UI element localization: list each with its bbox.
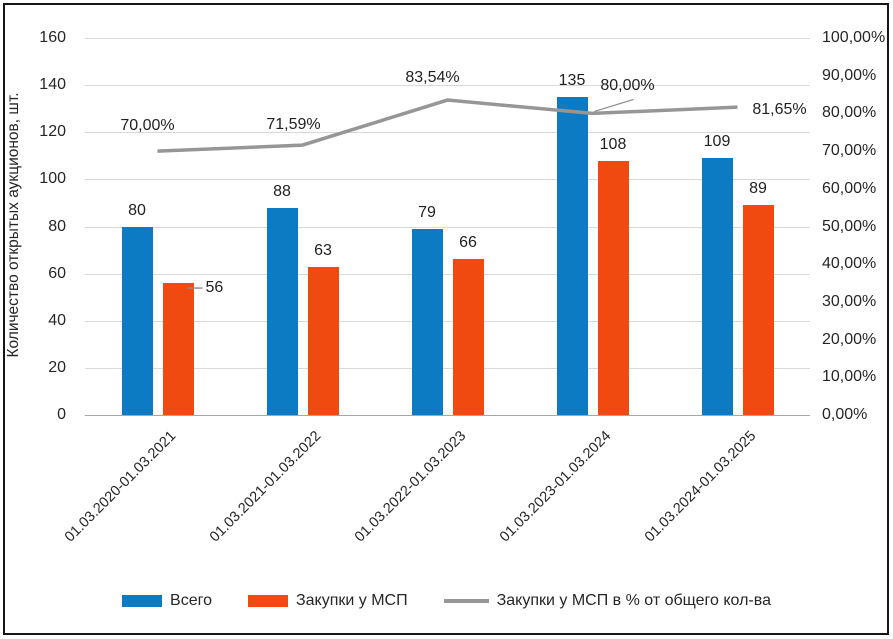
- legend-swatch-total: [122, 595, 163, 607]
- bar-value-label: 88: [273, 182, 291, 200]
- left-axis-tick-label: 160: [39, 29, 66, 46]
- legend: Всего Закупки у МСП Закупки у МСП в % от…: [0, 592, 893, 610]
- bar-value-label: 135: [558, 71, 586, 89]
- right-axis-tick-label: 0,00%: [822, 406, 868, 423]
- right-axis-tick-label: 100,00%: [822, 29, 886, 46]
- legend-label-msp: Закупки у МСП: [295, 592, 408, 609]
- right-axis-tick-label: 90,00%: [822, 66, 877, 84]
- bar-value-label: 66: [459, 234, 477, 252]
- right-axis-tick-label: 80,00%: [822, 104, 877, 122]
- bar-total: [121, 226, 153, 415]
- percentage-value-label: 70,00%: [120, 117, 175, 135]
- left-axis-tick-label: 60: [48, 264, 66, 282]
- percentage-value-label: 81,65%: [752, 101, 807, 119]
- right-axis-tick-label: 40,00%: [822, 255, 877, 273]
- bar-value-label: 89: [749, 180, 767, 198]
- gridline: [85, 179, 810, 181]
- gridline: [85, 320, 810, 322]
- bar-value-label: 109: [703, 133, 731, 151]
- left-axis-tick-label: 0: [57, 406, 66, 423]
- bar-msp: [452, 259, 484, 415]
- right-axis-tick-label: 70,00%: [822, 142, 877, 160]
- gridline: [85, 132, 810, 134]
- left-axis-tick-label: 120: [39, 123, 66, 141]
- bar-msp: [597, 160, 629, 415]
- x-axis-line: [85, 415, 810, 416]
- bar-total: [701, 158, 733, 415]
- right-axis-tick-label: 10,00%: [822, 368, 877, 386]
- gridline: [85, 38, 810, 39]
- legend-swatch-msp: [247, 595, 288, 607]
- legend-item-msp: Закупки у МСП: [247, 592, 408, 610]
- right-axis-tick-label: 60,00%: [822, 179, 877, 197]
- left-axis-tick-label: 80: [48, 217, 66, 235]
- right-axis-tick-label: 20,00%: [822, 330, 877, 348]
- legend-item-total: Всего: [122, 592, 212, 610]
- percentage-line: [157, 98, 738, 153]
- bar-total: [266, 207, 298, 415]
- gridline: [85, 226, 810, 228]
- percentage-value-label: 71,59%: [266, 116, 321, 134]
- bar-value-label: 63: [314, 241, 332, 259]
- bar-msp: [162, 283, 194, 415]
- percentage-value-label: 80,00%: [600, 77, 655, 95]
- bar-msp: [742, 205, 774, 415]
- gridline: [85, 85, 810, 87]
- bar-total: [411, 228, 443, 415]
- legend-line-swatch-percent: [443, 599, 489, 603]
- bar-value-label: 108: [599, 135, 627, 153]
- left-axis-tick-label: 40: [48, 311, 66, 329]
- label-leader-line: [594, 98, 634, 112]
- bar-value-label: 80: [128, 201, 146, 219]
- left-axis-tick-label: 20: [48, 358, 66, 376]
- bar-total: [556, 96, 588, 415]
- bar-msp: [307, 266, 339, 415]
- percentage-value-label: 83,54%: [405, 69, 460, 87]
- left-axis-tick-label: 140: [39, 76, 66, 94]
- gridline: [85, 273, 810, 275]
- bar-value-label: 79: [418, 203, 436, 221]
- right-axis-tick-label: 50,00%: [822, 217, 877, 235]
- legend-item-percent: Закупки у МСП в % от общего кол-ва: [443, 592, 771, 610]
- legend-label-percent: Закупки у МСП в % от общего кол-ва: [496, 592, 771, 609]
- bar-value-label: 56: [205, 279, 224, 297]
- gridline: [85, 367, 810, 369]
- left-axis-tick-label: 100: [39, 170, 66, 188]
- right-axis-tick-label: 30,00%: [822, 292, 877, 310]
- legend-label-total: Всего: [170, 592, 212, 609]
